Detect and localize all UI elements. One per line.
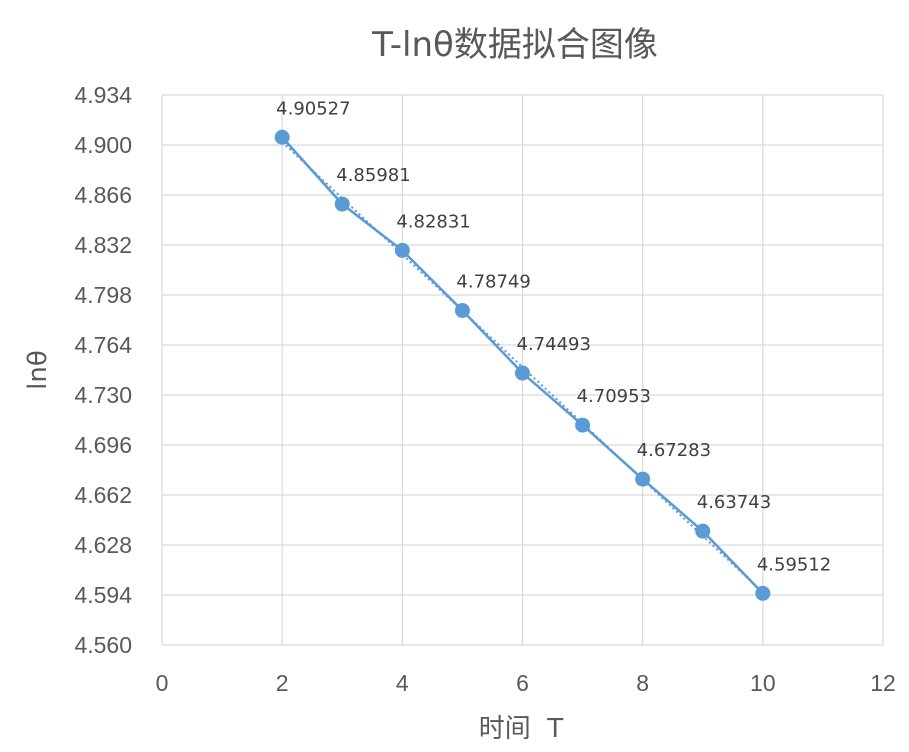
- y-tick-label: 4.662: [74, 482, 132, 508]
- y-tick-label: 4.798: [74, 282, 132, 308]
- y-tick-label: 4.900: [74, 132, 132, 158]
- x-tick-label: 10: [750, 670, 776, 696]
- x-tick-label: 8: [636, 670, 649, 696]
- data-label: 4.67283: [637, 440, 711, 461]
- y-tick-label: 4.696: [74, 432, 132, 458]
- y-tick-label: 4.832: [74, 232, 132, 258]
- data-point: [575, 417, 591, 433]
- y-tick-label: 4.628: [74, 532, 132, 558]
- tick-labels: 0 2 4 6 8 10 12 4.560 4.594 4.628 4.662 4.696 4.730 4…: [74, 82, 895, 696]
- data-label: 4.74493: [517, 334, 591, 355]
- data-point: [515, 365, 530, 381]
- data-point: [454, 302, 470, 318]
- y-tick-label: 4.560: [74, 632, 132, 658]
- data-label: 4.63743: [697, 492, 771, 513]
- data-label: 4.85981: [336, 165, 410, 186]
- data-labels: 4.90527 4.85981 4.82831 4.78749 4.74493 4.709…: [276, 98, 831, 575]
- series-layer: [274, 129, 771, 601]
- data-point: [394, 242, 410, 258]
- chart-title: T-lnθ数据拟合图像: [371, 25, 658, 65]
- x-tick-label: 2: [276, 670, 289, 696]
- y-tick-label: 4.866: [74, 182, 132, 208]
- data-label: 4.78749: [456, 271, 530, 292]
- data-point: [274, 129, 290, 145]
- x-tick-label: 0: [156, 670, 169, 696]
- data-label: 4.59512: [757, 554, 831, 575]
- y-tick-label: 4.594: [74, 582, 132, 608]
- data-point: [695, 523, 711, 539]
- y-tick-label: 4.730: [74, 382, 132, 408]
- data-point: [334, 196, 350, 212]
- data-label: 4.82831: [396, 211, 470, 232]
- grid: [161, 94, 884, 646]
- data-label: 4.90527: [276, 98, 350, 119]
- data-point: [635, 471, 651, 487]
- data-label: 4.70953: [577, 386, 651, 407]
- x-tick-label: 4: [396, 670, 409, 696]
- x-axis-title: 时间 T: [479, 714, 564, 744]
- x-tick-label: 6: [516, 670, 529, 696]
- y-tick-label: 4.934: [74, 82, 132, 108]
- x-tick-label: 12: [870, 670, 896, 696]
- data-point: [755, 585, 771, 601]
- y-tick-label: 4.764: [74, 332, 132, 358]
- y-axis-title: lnθ: [23, 350, 53, 390]
